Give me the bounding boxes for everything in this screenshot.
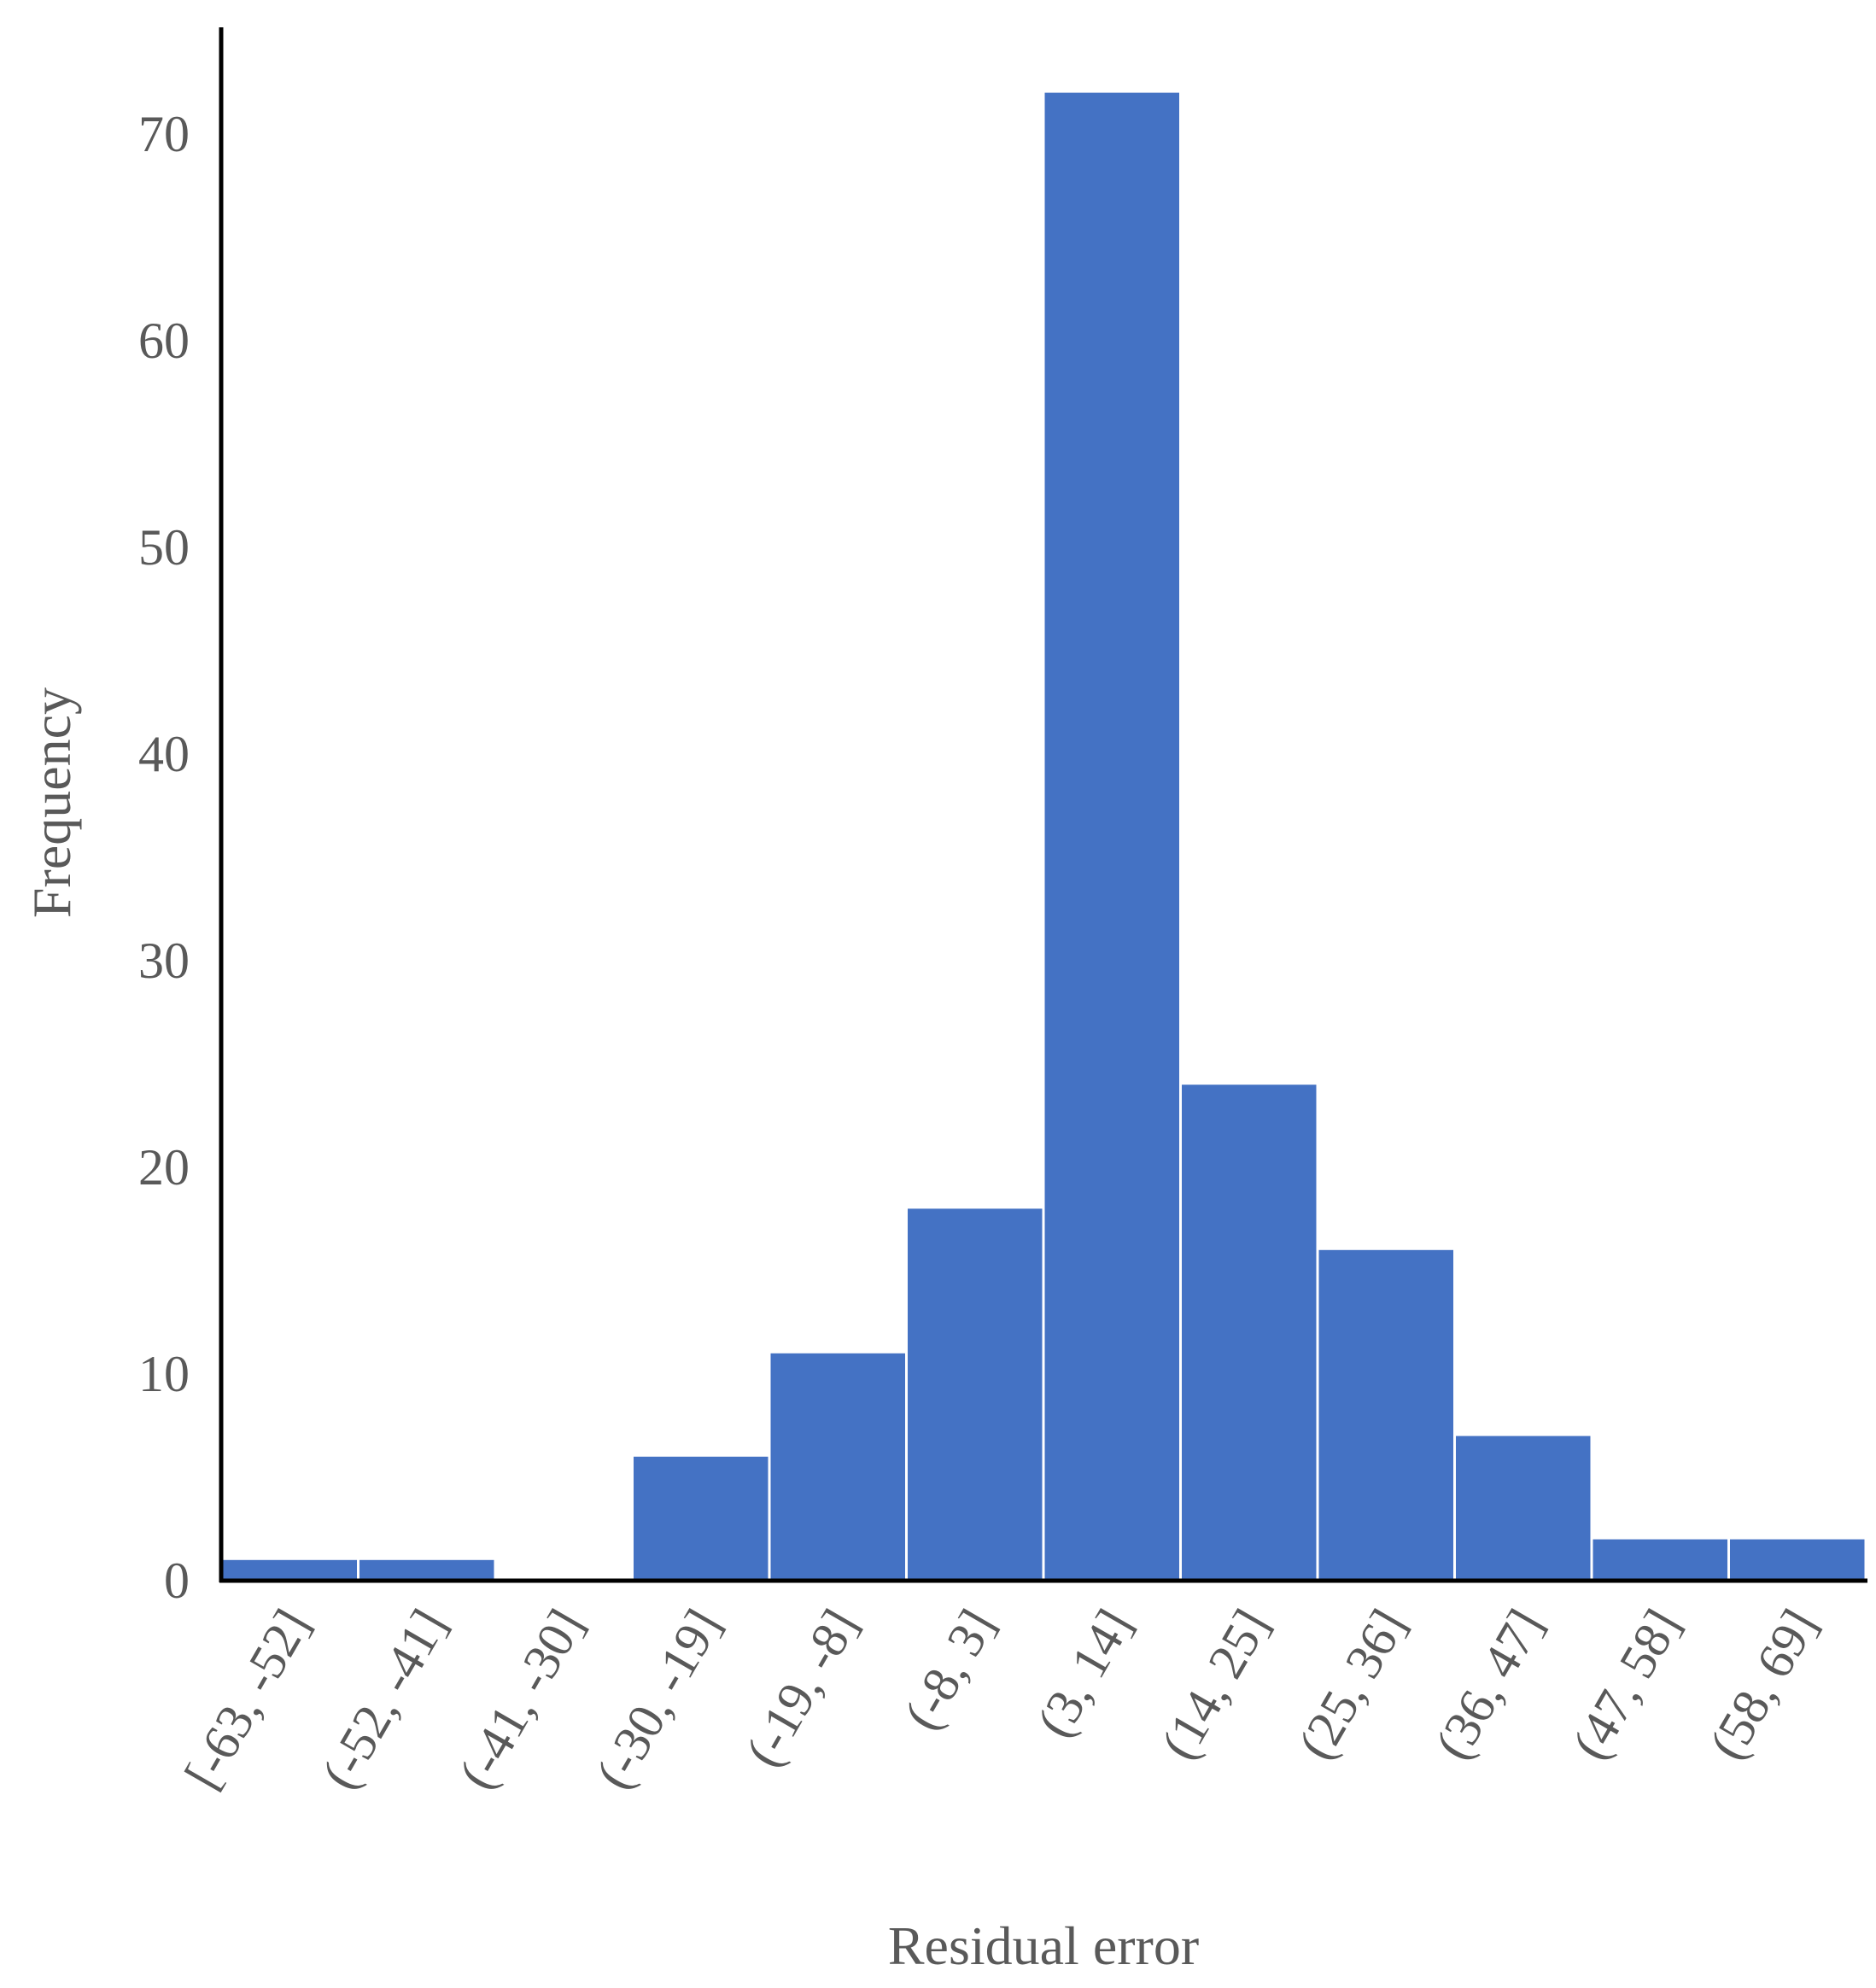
bar — [908, 1208, 1043, 1581]
y-axis-title: Frequency — [21, 687, 82, 918]
bar — [359, 1559, 494, 1581]
bar — [770, 1353, 905, 1581]
bar — [1182, 1085, 1317, 1581]
x-axis-title: Residual error — [888, 1915, 1199, 1976]
y-tick-label: 40 — [138, 726, 190, 782]
x-tick-label: (58, 69] — [1698, 1600, 1828, 1769]
bar — [222, 1559, 357, 1581]
bar — [1456, 1435, 1591, 1581]
bar — [634, 1456, 769, 1581]
x-tick-label: [-63, -52] — [173, 1600, 320, 1798]
x-tick-label: (14, 25] — [1150, 1600, 1280, 1769]
x-tick-label: (-52, -41] — [311, 1600, 458, 1798]
x-tick-label: (25, 36] — [1287, 1600, 1417, 1769]
x-tick-label: (47, 58] — [1561, 1600, 1691, 1769]
x-tick-label: (-30, -19] — [585, 1600, 732, 1798]
y-tick-label: 30 — [138, 933, 190, 989]
x-tick-label: (-8, 3] — [893, 1600, 1006, 1740]
bar — [1730, 1539, 1865, 1581]
bar — [1044, 92, 1179, 1582]
x-tick-label: (36, 47] — [1424, 1600, 1554, 1769]
axes-layer — [219, 27, 1867, 1583]
y-tick-label: 60 — [138, 313, 190, 369]
x-tick-labels: [-63, -52](-52, -41](-41, -30](-30, -19]… — [173, 1600, 1828, 1798]
y-tick-label: 50 — [138, 519, 190, 576]
y-tick-labels: 0 10 20 30 40 50 60 70 — [138, 106, 190, 1609]
y-tick-label: 0 — [164, 1552, 190, 1609]
y-tick-label: 20 — [138, 1139, 190, 1196]
bar — [1593, 1539, 1727, 1581]
x-tick-label: (-41, -30] — [447, 1600, 594, 1798]
x-tick-label: (3, 14] — [1026, 1600, 1143, 1747]
x-tick-label: (-19, -8] — [734, 1600, 868, 1776]
y-tick-label: 70 — [138, 106, 190, 162]
bars-layer — [222, 92, 1865, 1582]
bar — [1318, 1249, 1453, 1581]
y-tick-label: 10 — [138, 1346, 190, 1402]
